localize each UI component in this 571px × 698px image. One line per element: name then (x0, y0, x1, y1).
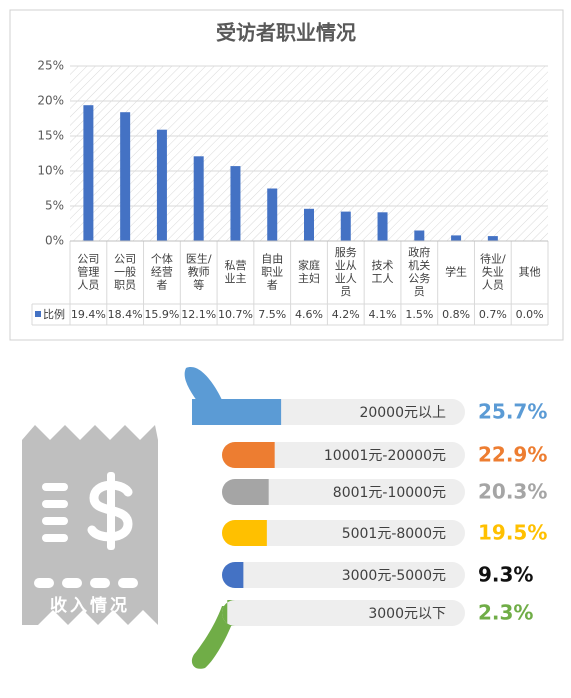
value-label: 2.3% (478, 601, 533, 625)
value-label: 15.9% (144, 308, 179, 321)
value-label: 4.6% (295, 308, 323, 321)
progress-bar (192, 399, 282, 425)
progress-bar (222, 600, 235, 626)
x-tick-label: 政府机关公务员 (408, 245, 430, 298)
bar (414, 230, 425, 241)
value-label: 19.4% (71, 308, 106, 321)
value-label: 4.2% (332, 308, 360, 321)
y-tick-label: 10% (37, 164, 64, 178)
bar (377, 212, 388, 241)
x-tick-label: 学生 (445, 265, 467, 279)
value-label: 1.5% (405, 308, 433, 321)
x-tick-label: 其他 (519, 266, 541, 279)
value-label: 0.7% (479, 308, 507, 321)
bar (156, 129, 167, 241)
x-tick-label: 技术工人 (372, 259, 394, 285)
x-tick-label: 医生/教师等 (186, 252, 212, 292)
value-label: 0.0% (516, 308, 544, 321)
legend-label: 比例 (43, 307, 65, 321)
progress-bar (222, 442, 275, 468)
bar (193, 156, 204, 241)
y-tick-label: 0% (45, 234, 64, 248)
track (222, 600, 465, 626)
value-label: 0.8% (442, 308, 470, 321)
chart-title: 受访者职业情况 (216, 21, 356, 45)
y-tick-label: 15% (37, 129, 64, 143)
receipt-icon (22, 425, 158, 625)
track (222, 399, 465, 425)
category-label: 8001元-10000元 (333, 485, 446, 501)
x-tick-label: 待业/失业人员 (480, 252, 506, 292)
value-label: 10.7% (218, 308, 253, 321)
bar (83, 105, 94, 241)
bar (304, 208, 314, 241)
value-label: 9.3% (478, 563, 533, 587)
value-label: 22.9% (478, 443, 547, 467)
value-label: 7.5% (258, 308, 286, 321)
bar (230, 166, 241, 241)
x-tick-label: 服务业从业人员 (335, 246, 357, 298)
bar (487, 236, 498, 241)
category-label: 3000元以下 (368, 606, 446, 622)
bar (451, 235, 462, 241)
y-tick-label: 20% (37, 94, 64, 108)
value-label: 18.4% (108, 308, 143, 321)
progress-bar (222, 479, 269, 505)
x-tick-label: 公司管理人员 (77, 253, 99, 292)
progress-bar (222, 520, 267, 546)
progress-bar (222, 562, 244, 588)
category-label: 3000元-5000元 (342, 568, 446, 584)
category-label: 5001元-8000元 (342, 526, 446, 542)
x-tick-label: 自由职业者 (261, 252, 283, 292)
x-tick-label: 个体经营者 (151, 252, 173, 292)
category-label: 20000元以上 (359, 405, 446, 421)
icon-title: 收入情况 (50, 595, 130, 616)
track (222, 479, 465, 505)
y-tick-label: 25% (37, 59, 64, 73)
x-tick-label: 家庭主妇 (298, 258, 320, 285)
value-label: 4.1% (369, 308, 397, 321)
track (222, 562, 465, 588)
bar (120, 112, 131, 241)
value-label: 20.3% (478, 480, 547, 504)
legend-swatch (35, 311, 41, 317)
bar (267, 188, 278, 241)
value-label: 12.1% (181, 308, 216, 321)
track (222, 442, 465, 468)
y-tick-label: 5% (45, 199, 64, 213)
category-label: 10001元-20000元 (324, 448, 446, 464)
track (222, 520, 465, 546)
x-tick-label: 公司一般职员 (114, 253, 136, 292)
bar (340, 211, 351, 241)
x-tick-label: 私营业主 (224, 258, 246, 285)
value-label: 19.5% (478, 521, 547, 545)
value-label: 25.7% (478, 400, 547, 424)
